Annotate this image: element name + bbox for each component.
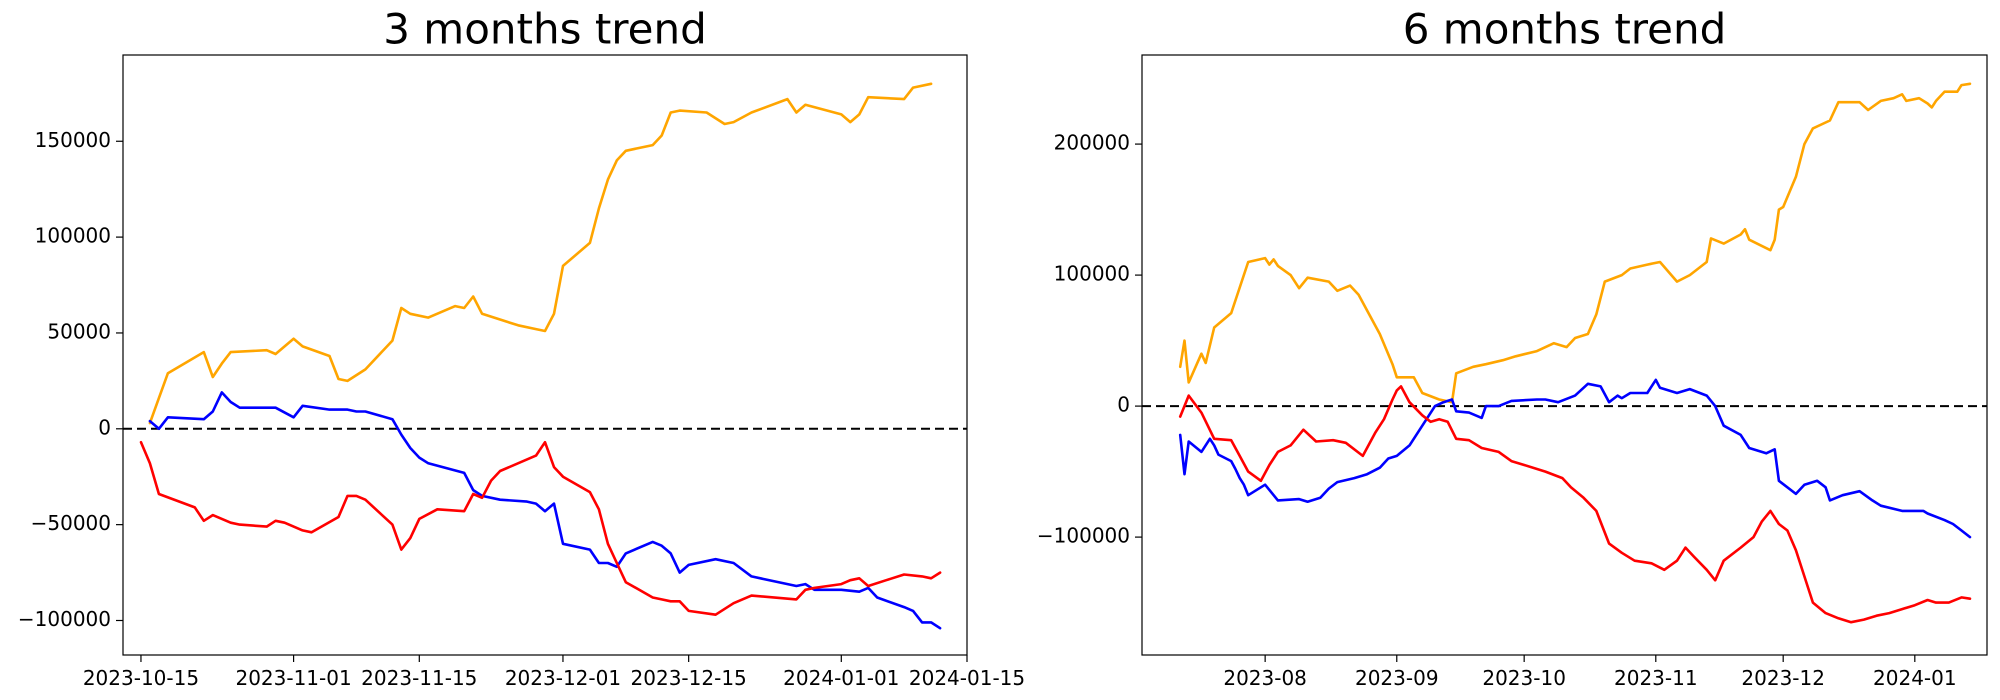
y-tick-label: −100000 <box>1037 524 1130 548</box>
plot-frame <box>1141 54 1988 656</box>
y-tick-label: 100000 <box>1054 262 1130 286</box>
x-tick-label: 2023-10 <box>1482 666 1566 690</box>
series-line-1 <box>148 82 933 425</box>
chart-title: 6 months trend <box>1403 5 1727 54</box>
series-line-3 <box>139 440 942 616</box>
x-axis: 2023-08 2023-09 2023-10 2023-11 2023-12 2024-… <box>1223 655 1957 690</box>
chart-6-months: 6 months trend 2023-08 2023-09 2023-10 2023… <box>1037 5 1988 690</box>
x-tick-label: 2023-11-01 <box>235 666 351 690</box>
y-tick-label: 0 <box>1117 393 1130 417</box>
x-tick-label: 2023-12-01 <box>505 666 621 690</box>
y-tick-label: 200000 <box>1054 131 1130 155</box>
y-tick-label: −100000 <box>18 607 111 631</box>
x-tick-label: 2024-01-15 <box>909 666 1025 690</box>
chart-3-months: 3 months trend 2023-10-15 2023-11-01 2023-… <box>18 5 1025 691</box>
y-tick-label: 150000 <box>35 128 111 152</box>
y-axis: −100000 0 100000 200000 <box>1037 131 1142 548</box>
y-axis: −100000 −50000 0 50000 100000 150000 <box>18 128 123 631</box>
y-tick-label: 0 <box>98 415 111 439</box>
plot-lines <box>1178 82 1972 624</box>
x-tick-label: 2023-11 <box>1614 666 1698 690</box>
y-tick-label: −50000 <box>31 511 111 535</box>
plot-frame <box>122 54 968 656</box>
series-line-2 <box>1178 378 1972 539</box>
plot-lines <box>139 82 942 630</box>
series-line-3 <box>1178 385 1972 624</box>
chart-title: 3 months trend <box>383 5 707 54</box>
series-line-1 <box>1178 82 1972 404</box>
x-tick-label: 2023-08 <box>1223 666 1307 690</box>
y-tick-label: 100000 <box>35 224 111 248</box>
series-line-2 <box>148 391 942 630</box>
x-tick-label: 2023-11-15 <box>361 666 477 690</box>
y-tick-label: 50000 <box>47 319 111 343</box>
x-tick-label: 2024-01-01 <box>783 666 899 690</box>
x-tick-label: 2023-12 <box>1741 666 1825 690</box>
x-tick-label: 2023-10-15 <box>83 666 199 690</box>
x-tick-label: 2023-12-15 <box>631 666 747 690</box>
x-axis: 2023-10-15 2023-11-01 2023-11-15 2023-12-01… <box>83 655 1025 690</box>
x-tick-label: 2023-09 <box>1355 666 1439 690</box>
x-tick-label: 2024-01 <box>1873 666 1957 690</box>
